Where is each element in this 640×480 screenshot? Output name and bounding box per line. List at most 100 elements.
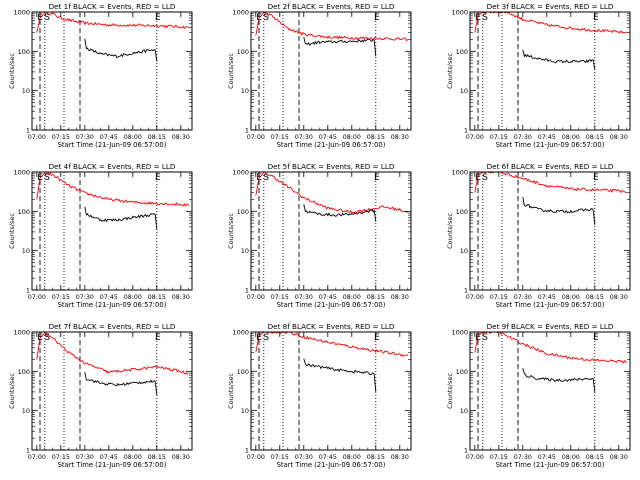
x-tick-label: 08:00 — [124, 134, 142, 141]
x-tick-label: 08:15 — [148, 454, 166, 461]
events-series-line — [84, 372, 158, 396]
y-tick-label: 1000 — [451, 9, 468, 17]
x-tick-label: 07:30 — [76, 134, 94, 141]
x-tick-label: 07:45 — [319, 134, 337, 141]
chart-panel: Det 1f BLACK = Events, RED = LLD 1 10 100 10… — [8, 2, 193, 149]
chart-title: Det 5f BLACK = Events, RED = LLD — [268, 162, 395, 171]
x-axis-label: Start Time (21-Jun-09 06:57:00) — [277, 141, 386, 149]
x-axis-label: Start Time (21-Jun-09 06:57:00) — [277, 301, 386, 309]
y-tick-label: 1000 — [13, 9, 30, 17]
x-tick-label: 08:30 — [172, 134, 190, 141]
chart-panel: Det 5f BLACK = Events, RED = LLD 1 10 100 10… — [227, 162, 412, 309]
y-tick-label: 1000 — [232, 329, 249, 337]
y-tick-label: 1000 — [451, 169, 468, 177]
y-tick-label: 1000 — [13, 169, 30, 177]
x-tick-label: 08:15 — [367, 294, 385, 301]
lld-series-line — [474, 332, 627, 364]
y-tick-label: 1 — [26, 447, 30, 455]
plot-frame — [250, 11, 412, 131]
y-tick-label: 100 — [237, 208, 249, 216]
x-tick-label: 07:15 — [52, 294, 70, 301]
x-tick-label: 08:30 — [172, 454, 190, 461]
chart-panel: Det 7f BLACK = Events, RED = LLD 1 10 100 10… — [8, 322, 193, 469]
x-tick-label: 07:30 — [76, 294, 94, 301]
x-tick-label: 07:00 — [466, 294, 484, 301]
chart-title: Det 8f BLACK = Events, RED = LLD — [268, 322, 395, 331]
events-series-line — [303, 204, 377, 222]
lld-series-line — [36, 172, 190, 207]
event-end-marker: E — [155, 13, 161, 23]
y-tick-label: 100 — [237, 368, 249, 376]
x-tick-label: 07:45 — [100, 134, 118, 141]
plot-frame — [250, 331, 412, 451]
y-tick-label: 1000 — [451, 329, 468, 337]
x-tick-label: 08:15 — [148, 134, 166, 141]
y-tick-label: 1000 — [232, 9, 249, 17]
events-series-line — [84, 206, 158, 230]
y-tick-label: 10 — [22, 87, 30, 95]
y-tick-label: 10 — [460, 407, 468, 415]
x-tick-label: 07:30 — [295, 454, 313, 461]
x-tick-label: 07:15 — [271, 454, 289, 461]
events-series-line — [522, 197, 596, 226]
x-tick-label: 07:45 — [538, 294, 556, 301]
x-tick-label: 08:30 — [610, 454, 628, 461]
y-tick-label: 1 — [464, 447, 468, 455]
x-tick-label: 07:00 — [28, 134, 46, 141]
chart-panel: Det 8f BLACK = Events, RED = LLD 1 10 100 10… — [227, 322, 412, 469]
plot-frame — [31, 11, 193, 131]
plot-frame — [31, 171, 193, 291]
event-start-marker: E — [37, 173, 43, 183]
y-tick-label: 100 — [237, 48, 249, 56]
y-axis-label: Counts/sec — [8, 373, 16, 409]
y-tick-label: 10 — [241, 407, 249, 415]
x-tick-label: 07:15 — [490, 294, 508, 301]
event-start-marker: E — [37, 13, 43, 23]
lld-series-line — [474, 172, 627, 194]
x-tick-label: 07:30 — [76, 454, 94, 461]
plot-frame — [31, 331, 193, 451]
plot-frame — [469, 11, 631, 131]
x-tick-label: 08:00 — [343, 454, 361, 461]
y-tick-label: 1 — [26, 287, 30, 295]
event-end-marker: E — [155, 333, 161, 343]
chart-panel: Det 4f BLACK = Events, RED = LLD 1 10 100 10… — [8, 162, 193, 309]
y-tick-label: 10 — [241, 247, 249, 255]
chart-title: Det 3f BLACK = Events, RED = LLD — [487, 2, 614, 11]
x-axis-label: Start Time (21-Jun-09 06:57:00) — [496, 301, 605, 309]
event-end-marker: E — [374, 173, 380, 183]
x-tick-label: 08:15 — [148, 294, 166, 301]
y-axis-label: Counts/sec — [227, 53, 235, 89]
x-axis-label: Start Time (21-Jun-09 06:57:00) — [496, 461, 605, 469]
plot-frame — [469, 171, 631, 291]
x-tick-label: 07:00 — [247, 294, 265, 301]
y-tick-label: 100 — [456, 48, 468, 56]
lld-series-line — [255, 332, 409, 357]
lld-series-line — [255, 172, 408, 214]
lld-series-line — [36, 12, 190, 33]
chart-panel: Det 2f BLACK = Events, RED = LLD 1 10 100 10… — [227, 2, 412, 149]
x-tick-label: 08:30 — [391, 454, 409, 461]
event-start-marker: E — [256, 13, 262, 23]
chart-title: Det 7f BLACK = Events, RED = LLD — [49, 322, 176, 331]
event-s-marker: S — [263, 333, 269, 343]
event-s-marker: S — [263, 173, 269, 183]
x-tick-label: 08:00 — [124, 454, 142, 461]
x-tick-label: 08:30 — [391, 294, 409, 301]
y-tick-label: 10 — [460, 247, 468, 255]
y-tick-label: 10 — [460, 87, 468, 95]
events-series-line — [84, 38, 158, 62]
x-tick-label: 08:30 — [172, 294, 190, 301]
chart-panel: Det 9f BLACK = Events, RED = LLD 1 10 100 10… — [446, 322, 631, 469]
y-axis-label: Counts/sec — [227, 213, 235, 249]
y-tick-label: 1000 — [13, 329, 30, 337]
plot-frame — [250, 171, 412, 291]
plot-frame — [469, 331, 631, 451]
event-end-marker: E — [593, 13, 599, 23]
x-tick-label: 07:00 — [247, 134, 265, 141]
x-tick-label: 07:00 — [466, 454, 484, 461]
event-start-marker: E — [475, 173, 481, 183]
chart-title: Det 6f BLACK = Events, RED = LLD — [487, 162, 614, 171]
x-axis-label: Start Time (21-Jun-09 06:57:00) — [58, 141, 167, 149]
